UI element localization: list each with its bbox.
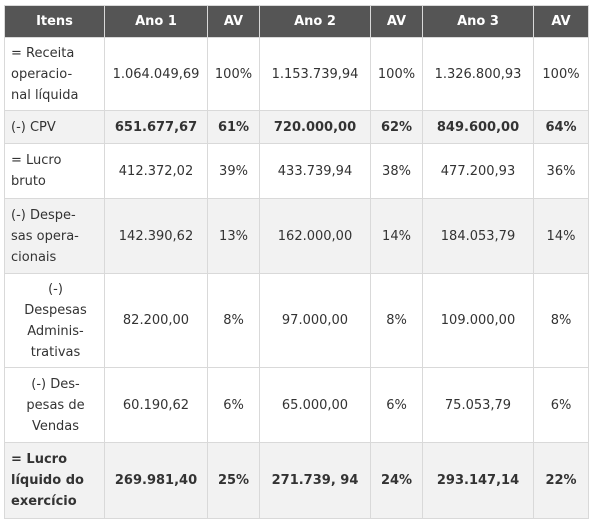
- row-item-label: = Lucro líquido do exercício: [4, 442, 105, 519]
- cell-av-1: 6%: [207, 367, 260, 443]
- cell-av-1: 8%: [207, 273, 260, 368]
- cell-av-1: 25%: [207, 442, 260, 519]
- cell-av-1: 39%: [207, 143, 260, 199]
- cell-av-3: 6%: [533, 367, 589, 443]
- cell-ano-2: 97.000,00: [259, 273, 371, 368]
- cell-av-2: 6%: [370, 367, 423, 443]
- cell-ano-1: 269.981,40: [104, 442, 208, 519]
- item-line: Vendas: [31, 418, 80, 434]
- cell-ano-3: 184.053,79: [422, 198, 534, 274]
- cell-ano-3: 849.600,00: [422, 110, 534, 144]
- cell-ano-1: 82.200,00: [104, 273, 208, 368]
- item-line: (-) Des-: [31, 376, 80, 392]
- cell-av-3: 36%: [533, 143, 589, 199]
- cell-av-2: 38%: [370, 143, 423, 199]
- table-row-despesas-operacionais: (-) Despe-sas opera-cionais 142.390,62 1…: [4, 198, 589, 274]
- cell-av-1: 13%: [207, 198, 260, 274]
- item-line: (-) CPV: [11, 119, 56, 135]
- cell-ano-3: 1.326.800,93: [422, 37, 534, 111]
- cell-ano-3: 293.147,14: [422, 442, 534, 519]
- cell-ano-1: 1.064.049,69: [104, 37, 208, 111]
- header-itens: Itens: [4, 5, 105, 38]
- table-row-receita: = Receita operacio-nal líquida 1.064.049,…: [4, 37, 589, 111]
- item-line: = Receita: [11, 45, 75, 61]
- item-line: nal líquida: [11, 87, 79, 103]
- cell-av-3: 64%: [533, 110, 589, 144]
- item-line: = Lucro: [11, 153, 62, 168]
- cell-ano-2: 720.000,00: [259, 110, 371, 144]
- row-item-label: (-) Despesas Adminis-trativas: [4, 273, 105, 368]
- cell-av-2: 14%: [370, 198, 423, 274]
- item-line: líquido do: [11, 473, 84, 488]
- item-line: = Lucro: [11, 452, 68, 467]
- cell-ano-2: 1.153.739,94: [259, 37, 371, 111]
- header-av-1: AV: [207, 5, 260, 38]
- cell-ano-2: 271.739, 94: [259, 442, 371, 519]
- cell-av-2: 62%: [370, 110, 423, 144]
- row-item-label: = Lucro bruto: [4, 143, 105, 199]
- row-item-label: (-) Des-pesas de Vendas: [4, 367, 105, 443]
- header-av-2: AV: [370, 5, 423, 38]
- item-line: Despesas: [24, 302, 87, 318]
- cell-ano-2: 65.000,00: [259, 367, 371, 443]
- cell-av-3: 14%: [533, 198, 589, 274]
- cell-ano-3: 75.053,79: [422, 367, 534, 443]
- item-line: exercício: [11, 494, 77, 509]
- item-line: cionais: [11, 249, 57, 265]
- cell-ano-1: 651.677,67: [104, 110, 208, 144]
- financial-statement-table: Itens Ano 1 AV Ano 2 AV Ano 3 AV = Recei…: [4, 5, 589, 519]
- cell-ano-1: 142.390,62: [104, 198, 208, 274]
- item-line: trativas: [30, 344, 81, 360]
- item-line: Adminis-: [27, 323, 84, 339]
- table-header-row: Itens Ano 1 AV Ano 2 AV Ano 3 AV: [4, 5, 589, 38]
- item-line: pesas de: [26, 397, 85, 413]
- header-av-3: AV: [533, 5, 589, 38]
- cell-av-2: 24%: [370, 442, 423, 519]
- cell-ano-1: 412.372,02: [104, 143, 208, 199]
- table-row-despesas-administrativas: (-) Despesas Adminis-trativas 82.200,00 8%…: [4, 273, 589, 368]
- row-item-label: (-) Despe-sas opera-cionais: [4, 198, 105, 274]
- cell-ano-3: 477.200,93: [422, 143, 534, 199]
- item-line: (-): [48, 281, 63, 297]
- cell-av-1: 100%: [207, 37, 260, 111]
- table-row-cpv: (-) CPV 651.677,67 61% 720.000,00 62% 84…: [4, 110, 589, 144]
- header-ano-2: Ano 2: [259, 5, 371, 38]
- cell-av-2: 8%: [370, 273, 423, 368]
- cell-ano-3: 109.000,00: [422, 273, 534, 368]
- cell-av-3: 100%: [533, 37, 589, 111]
- cell-av-3: 8%: [533, 273, 589, 368]
- item-line: bruto: [11, 174, 46, 189]
- item-line: sas opera-: [11, 228, 79, 244]
- item-line: (-) Despe-: [11, 207, 76, 223]
- header-ano-3: Ano 3: [422, 5, 534, 38]
- table-row-lucro-liquido: = Lucro líquido do exercício 269.981,40 25…: [4, 442, 589, 519]
- table-row-lucro-bruto: = Lucro bruto 412.372,02 39% 433.739,94 3…: [4, 143, 589, 199]
- item-line: operacio-: [11, 66, 73, 82]
- table-row-despesas-vendas: (-) Des-pesas de Vendas 60.190,62 6% 65.0…: [4, 367, 589, 443]
- cell-av-2: 100%: [370, 37, 423, 111]
- row-item-label: (-) CPV: [4, 110, 105, 144]
- cell-av-1: 61%: [207, 110, 260, 144]
- cell-ano-2: 162.000,00: [259, 198, 371, 274]
- cell-ano-2: 433.739,94: [259, 143, 371, 199]
- header-ano-1: Ano 1: [104, 5, 208, 38]
- cell-av-3: 22%: [533, 442, 589, 519]
- cell-ano-1: 60.190,62: [104, 367, 208, 443]
- row-item-label: = Receita operacio-nal líquida: [4, 37, 105, 111]
